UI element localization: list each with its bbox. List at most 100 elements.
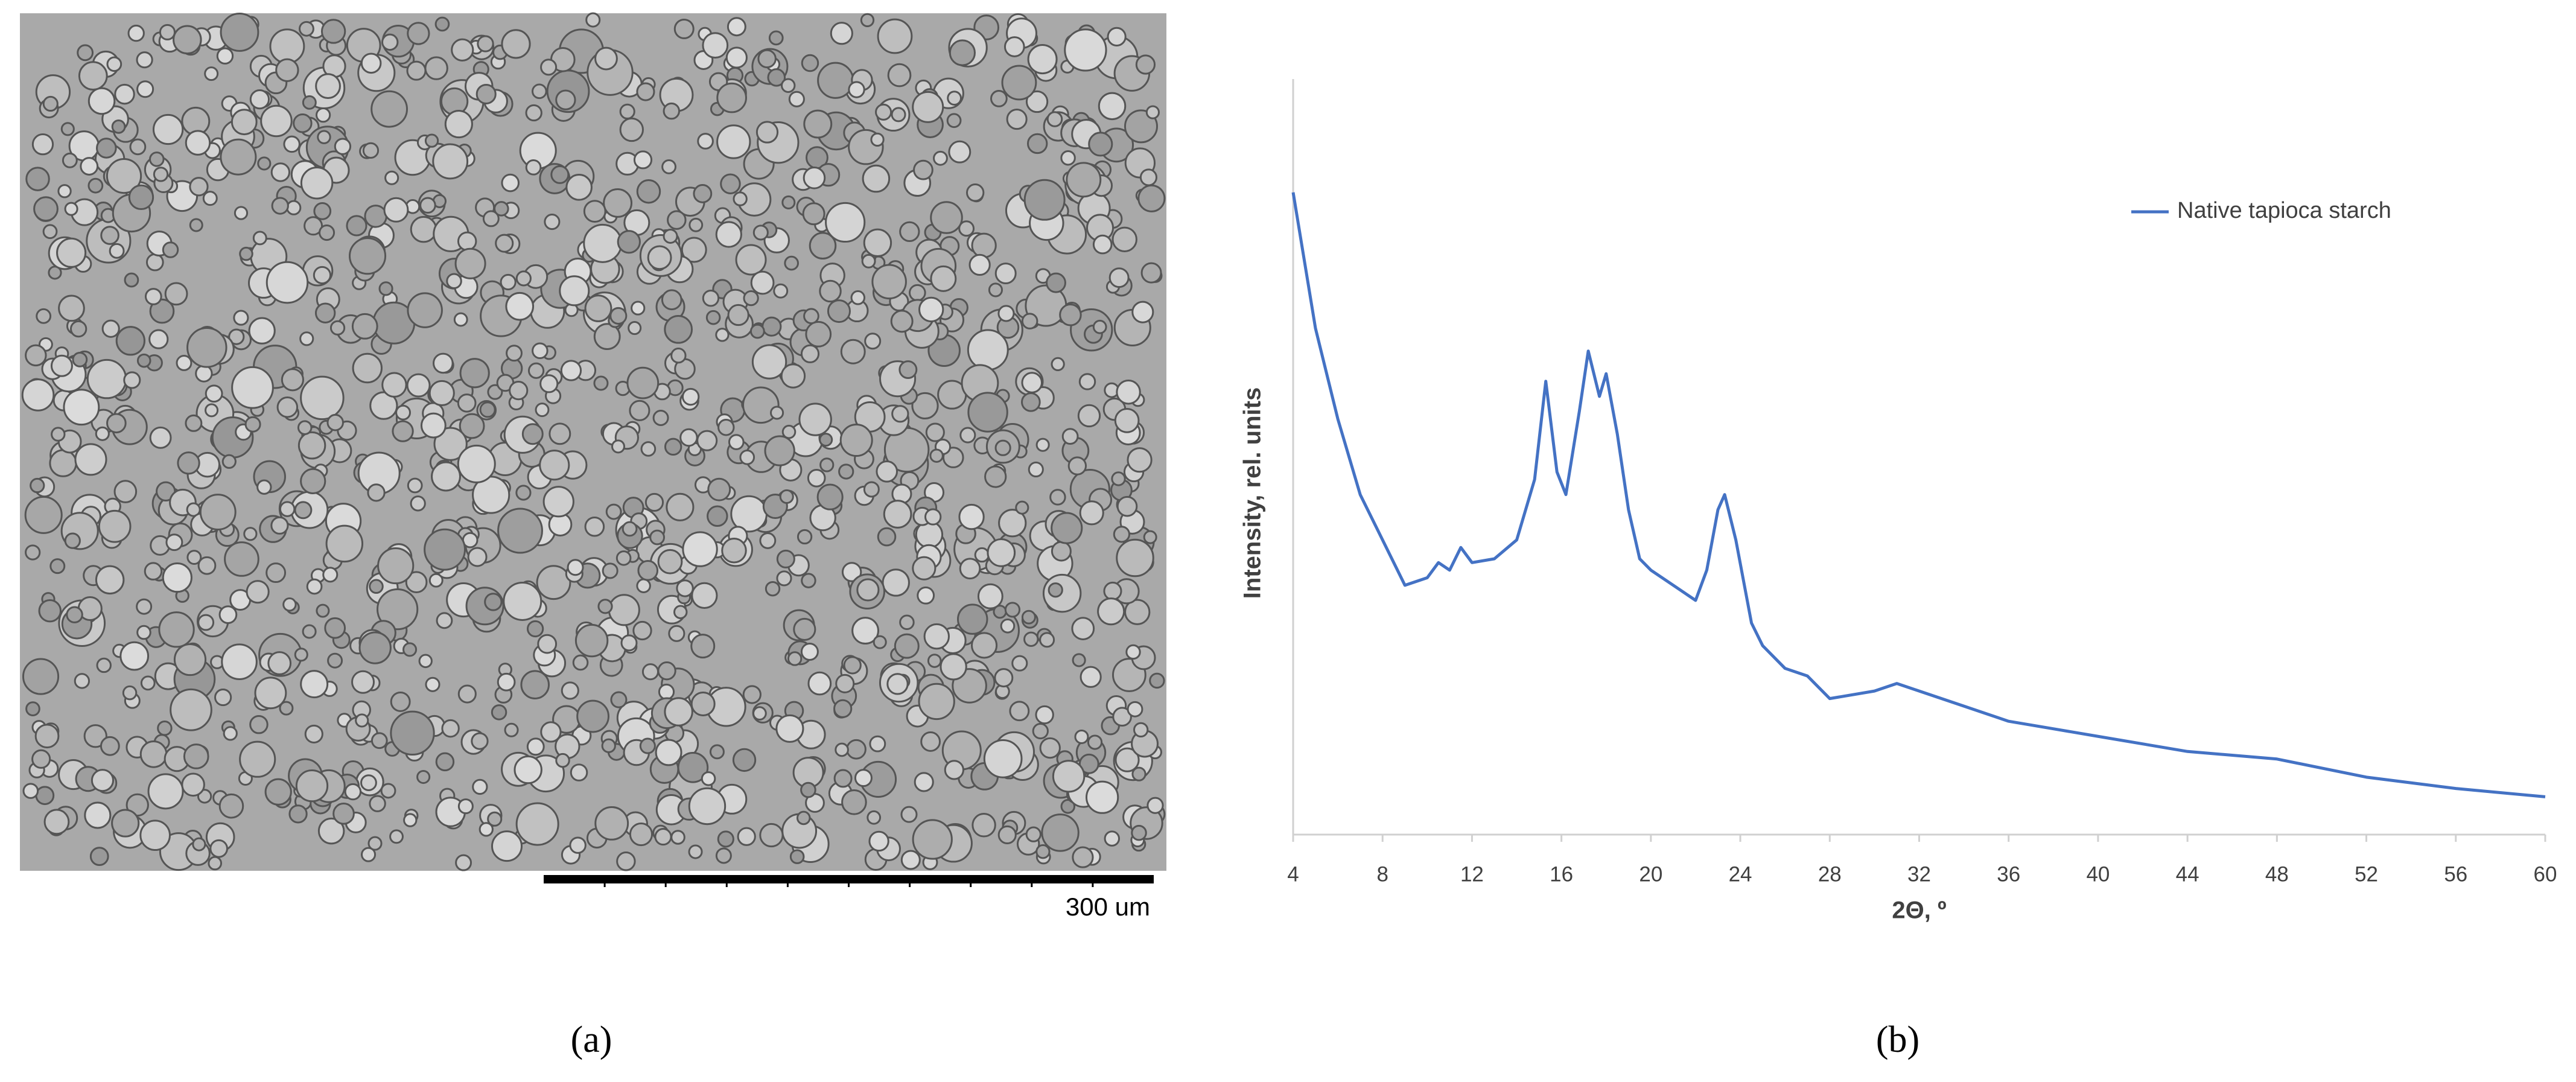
grain [320, 19, 346, 44]
grain [91, 769, 115, 792]
grain [216, 47, 234, 65]
grain [271, 197, 289, 215]
grain [971, 232, 997, 258]
grain [816, 483, 844, 511]
grain [252, 231, 267, 246]
grain [1116, 380, 1141, 405]
grain [875, 103, 892, 121]
grain [912, 91, 944, 123]
grain [515, 802, 559, 846]
grain [779, 489, 794, 504]
grain [540, 59, 558, 76]
grain [583, 200, 606, 223]
grain [735, 244, 767, 276]
grain [428, 380, 455, 407]
grain [95, 426, 110, 441]
x-tick-label: 16 [1550, 862, 1573, 886]
grain [1097, 597, 1125, 626]
grain [1048, 582, 1063, 598]
grain [838, 463, 854, 480]
grain [214, 689, 232, 707]
x-tick-label: 52 [2355, 862, 2378, 886]
grain [299, 21, 314, 37]
grain [136, 598, 153, 615]
grain [535, 403, 550, 418]
grain [862, 164, 891, 193]
grain [1001, 65, 1037, 101]
grain [967, 392, 1008, 433]
grain [484, 593, 503, 611]
grain [839, 424, 873, 457]
grain [270, 516, 289, 535]
grain [883, 500, 912, 529]
x-tick-label: 12 [1460, 862, 1484, 886]
grain [948, 140, 972, 164]
grain [144, 288, 162, 305]
grain [924, 508, 942, 526]
grain [318, 224, 336, 241]
grain [1127, 447, 1153, 473]
grain [89, 847, 109, 866]
grain [944, 760, 964, 780]
x-tick-label: 4 [1287, 862, 1299, 886]
grain [1021, 609, 1036, 625]
grain [491, 830, 523, 862]
grain [96, 657, 112, 673]
grain [539, 374, 559, 393]
grain [351, 313, 378, 340]
grain [83, 724, 107, 748]
grain [487, 811, 503, 827]
grain [527, 362, 545, 379]
grain [500, 273, 517, 291]
grain [164, 282, 188, 306]
grain [525, 159, 542, 176]
grain [358, 631, 392, 664]
grain [1003, 36, 1025, 57]
grain [288, 804, 308, 824]
grain [632, 620, 652, 641]
x-tick-label: 36 [1997, 862, 2020, 886]
grain [1078, 753, 1099, 774]
grain [1051, 541, 1072, 562]
grain [633, 150, 653, 170]
x-axis-label: 2Θ, º [1892, 897, 1946, 924]
grain [139, 740, 168, 768]
grain [732, 748, 757, 772]
grain [1023, 631, 1039, 647]
grain [1009, 701, 1030, 722]
grain [360, 847, 377, 862]
grain [913, 159, 933, 180]
grain [1071, 617, 1095, 640]
grain [325, 524, 364, 563]
grain [1087, 734, 1103, 750]
grain [959, 427, 976, 444]
grain [707, 477, 731, 501]
grain [313, 202, 332, 220]
grain [809, 232, 837, 259]
grain [218, 605, 238, 624]
grain [254, 676, 287, 710]
grain [111, 809, 140, 838]
grain [636, 179, 661, 204]
grain [679, 428, 698, 447]
grain [1143, 530, 1157, 544]
grain [428, 573, 444, 588]
grain [894, 633, 920, 659]
grain [87, 177, 104, 194]
grain [80, 157, 99, 176]
grain [757, 49, 777, 69]
grain [402, 642, 418, 657]
grain [727, 304, 749, 326]
grain [234, 206, 249, 220]
grain [181, 772, 205, 797]
x-tick-label: 24 [1729, 862, 1752, 886]
grain [864, 333, 882, 350]
grain [899, 221, 920, 243]
grain [56, 237, 87, 268]
grain [231, 109, 258, 136]
grain [647, 245, 672, 270]
grain [472, 778, 488, 795]
grain [95, 565, 125, 595]
grain [380, 783, 396, 799]
